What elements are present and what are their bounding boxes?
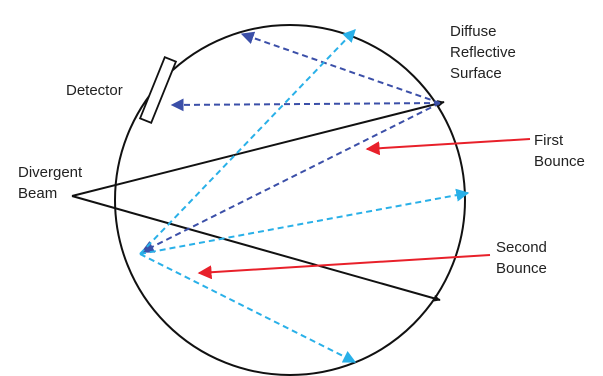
reflection-light-to-bottom bbox=[139, 253, 357, 363]
label-detector: Detector bbox=[66, 82, 123, 99]
first-bounce-arrow bbox=[365, 138, 531, 156]
label-divergent-beam: Divergent Beam bbox=[18, 164, 83, 202]
label-first-bounce: First Bounce bbox=[534, 132, 585, 170]
beam-line-lower bbox=[71, 195, 441, 302]
detector-box bbox=[138, 55, 178, 125]
reflection-dark-to-detector bbox=[170, 98, 441, 112]
label-second-bounce: Second Bounce bbox=[496, 239, 547, 277]
reflection-light-to-top bbox=[139, 29, 356, 255]
reflection-light-to-right bbox=[139, 188, 470, 255]
label-diffuse-reflective-surface: Diffuse Reflective Surface bbox=[450, 23, 516, 82]
second-bounce-arrow bbox=[197, 254, 491, 280]
reflection-dark-to-top bbox=[240, 31, 441, 104]
beam-line-upper bbox=[71, 100, 445, 197]
reflection-dark-to-left bbox=[140, 102, 441, 253]
